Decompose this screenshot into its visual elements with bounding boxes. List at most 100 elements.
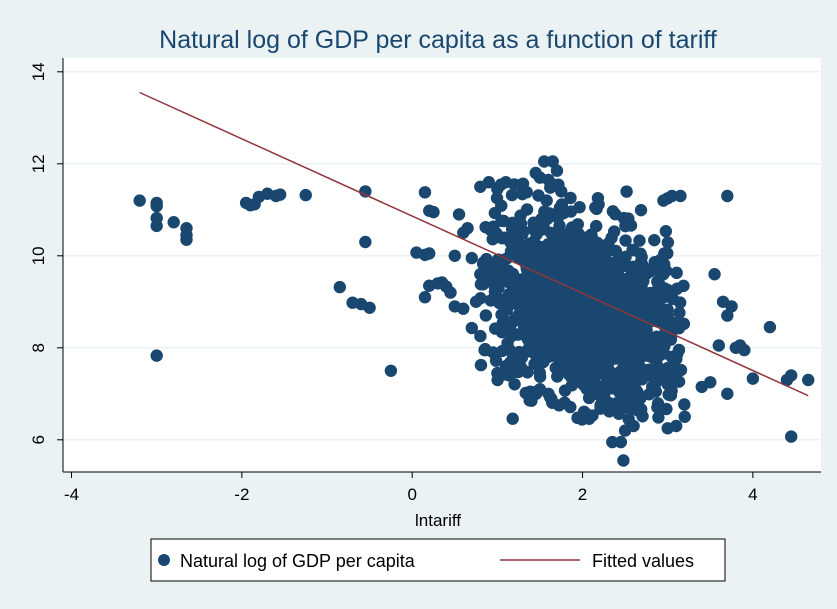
scatter-point: [661, 303, 674, 316]
scatter-point: [564, 191, 577, 205]
scatter-point: [651, 275, 664, 288]
scatter-point: [708, 268, 721, 281]
scatter-point: [521, 344, 534, 357]
chart-title: Natural log of GDP per capita as a funct…: [159, 26, 717, 54]
scatter-point: [634, 203, 648, 217]
scatter-point: [612, 370, 625, 383]
legend-box: [150, 538, 726, 582]
scatter-point: [535, 223, 549, 236]
scatter-point: [538, 155, 551, 168]
scatter-point: [659, 225, 673, 238]
scatter-point: [606, 283, 620, 296]
scatter-point: [656, 257, 669, 270]
scatter-point: [493, 270, 506, 284]
scatter-point: [721, 189, 734, 203]
scatter-point: [721, 387, 734, 400]
scatter-point: [485, 224, 498, 237]
scatter-point: [555, 198, 569, 211]
scatter-point: [495, 199, 508, 212]
scatter-point: [551, 363, 565, 376]
scatter-point: [512, 365, 525, 379]
scatter-point: [625, 375, 639, 389]
scatter-point: [661, 247, 674, 260]
scatter-point: [474, 358, 488, 372]
scatter-point: [565, 371, 579, 384]
scatter-point: [746, 372, 760, 385]
scatter-point: [589, 201, 602, 214]
scatter-point: [605, 231, 618, 245]
scatter-point: [614, 435, 628, 449]
axes: 6 8 10 12 14 -4 -2 0 2 4: [29, 58, 821, 504]
scatter-point: [534, 240, 547, 254]
scatter-point: [603, 405, 616, 418]
scatter-point: [605, 382, 618, 395]
scatter-point: [469, 295, 483, 308]
scatter-point: [539, 305, 552, 318]
scatter-point: [528, 311, 542, 324]
scatter-point: [631, 404, 644, 417]
scatter-point: [491, 182, 504, 196]
scatter-point: [673, 296, 687, 309]
scatter-point: [505, 222, 519, 236]
scatter-point: [474, 329, 487, 343]
scatter-point: [538, 262, 552, 275]
scatter-point: [633, 234, 646, 247]
x-tick-label: -2: [234, 485, 249, 504]
scatter-point: [444, 286, 457, 299]
scatter-point: [418, 291, 432, 304]
scatter-point: [574, 294, 587, 308]
scatter-point: [542, 387, 555, 400]
scatter-point: [634, 247, 647, 260]
scatter-point: [620, 185, 633, 198]
scatter-point: [624, 353, 638, 366]
scatter-point: [133, 194, 146, 207]
scatter-point: [474, 180, 487, 193]
scatter-point: [496, 261, 509, 274]
scatter-point: [636, 284, 649, 298]
scatter-point: [509, 314, 522, 327]
scatter-point: [532, 283, 546, 296]
scatter-point: [505, 188, 519, 202]
scatter-point: [572, 336, 586, 349]
scatter-point: [668, 364, 681, 378]
scatter-point: [596, 299, 609, 312]
scatter-point: [721, 309, 734, 322]
y-tick-label: 12: [29, 154, 48, 173]
scatter-point: [359, 235, 372, 249]
scatter-point: [670, 266, 683, 280]
scatter-point: [474, 268, 487, 281]
scatter-point: [784, 430, 798, 443]
scatter-point: [582, 308, 595, 322]
scatter-point: [667, 351, 680, 364]
scatter-point: [423, 247, 436, 260]
scatter-point: [558, 333, 572, 346]
scatter-point: [634, 361, 647, 374]
scatter-point: [652, 411, 665, 424]
scatter-point: [784, 369, 798, 382]
scatter-point: [695, 380, 708, 394]
scatter-point: [480, 252, 493, 266]
scatter-point: [577, 278, 591, 291]
scatter-point: [558, 396, 571, 409]
scatter-point: [662, 286, 675, 299]
legend-marker-scatter: [158, 554, 170, 566]
scatter-point: [629, 322, 642, 335]
scatter-point: [427, 205, 440, 219]
scatter-point: [499, 176, 513, 189]
legend-label-scatter: Natural log of GDP per capita: [180, 551, 416, 571]
scatter-point: [167, 216, 180, 229]
scatter-point: [646, 380, 659, 393]
y-tick-label: 10: [29, 246, 48, 265]
scatter-point: [555, 249, 568, 262]
scatter-point: [646, 340, 660, 354]
scatter-point: [524, 323, 537, 337]
scatter-point: [651, 401, 664, 414]
scatter-point: [359, 185, 372, 198]
fitted-line: [139, 91, 809, 397]
scatter-point: [678, 398, 691, 411]
scatter-point: [546, 178, 559, 191]
scatter-point: [615, 325, 628, 338]
scatter-point: [621, 260, 634, 273]
scatter-point: [150, 349, 163, 362]
scatter-point: [619, 234, 632, 247]
